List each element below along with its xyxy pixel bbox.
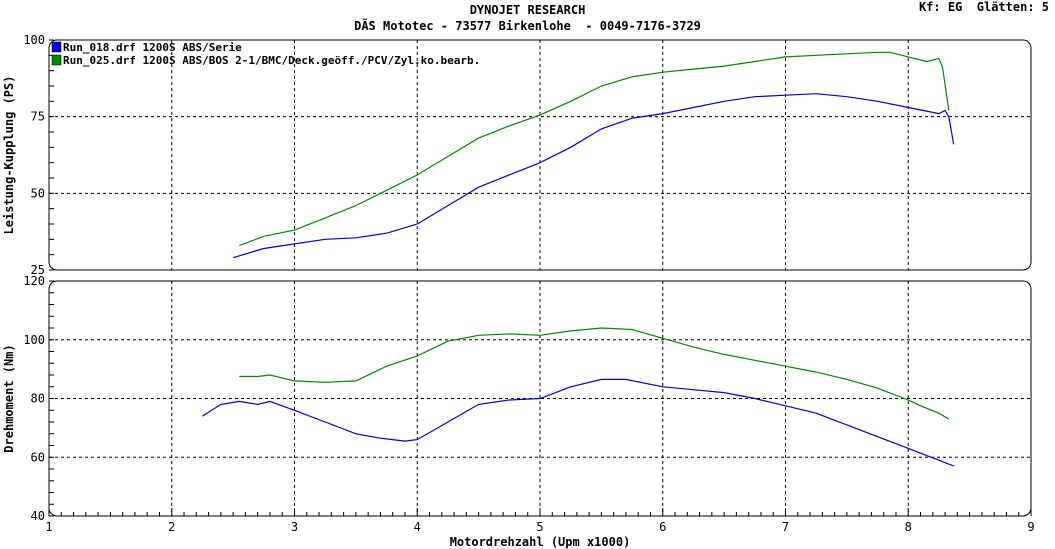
torque-y-tick-label: 40 bbox=[31, 509, 45, 523]
torque-x-axis-label: Motordrehzahl (Upm x1000) bbox=[450, 535, 631, 549]
power-series-1-line bbox=[232, 93, 955, 259]
torque-x-tick-label: 2 bbox=[168, 520, 175, 534]
power-y-tick-label: 25 bbox=[31, 263, 45, 277]
torque-x-tick-label: 3 bbox=[291, 520, 298, 534]
power-y-tick-label: 75 bbox=[31, 110, 45, 124]
torque-series-2-line bbox=[239, 327, 950, 420]
torque-x-tick-label: 5 bbox=[536, 520, 543, 534]
torque-x-tick-label: 9 bbox=[1027, 520, 1034, 534]
power-y-axis-label: Leistung-Kupplung (PS) bbox=[2, 76, 16, 235]
torque-y-tick-label: 120 bbox=[23, 274, 45, 288]
torque-series-1-line bbox=[202, 378, 954, 467]
legend-swatch-1 bbox=[51, 41, 62, 53]
power-y-tick-label: 50 bbox=[31, 186, 45, 200]
torque-x-tick-label: 4 bbox=[414, 520, 421, 534]
legend-label-2: Run_025.drf 1200S ABS/BOS 2-1/BMC/Deck.g… bbox=[63, 54, 480, 67]
torque-x-tick-label: 6 bbox=[659, 520, 666, 534]
chart-title: DYNOJET RESEARCH bbox=[469, 3, 586, 17]
power-y-tick-label: 100 bbox=[23, 33, 45, 47]
torque-y-tick-label: 60 bbox=[31, 450, 45, 464]
power-panel: 25 50 75 100 Leistung-Kupplung (PS) Run_018.d… bbox=[2, 33, 1032, 277]
legend-swatch-2 bbox=[51, 54, 62, 66]
torque-x-tick-label: 8 bbox=[905, 520, 912, 534]
torque-y-axis-label: Drehmoment (Nm) bbox=[2, 344, 16, 452]
torque-x-tick-label: 1 bbox=[45, 520, 52, 534]
legend-label-1: Run_018.drf 1200S ABS/Serie bbox=[63, 41, 242, 54]
torque-panel: 40 60 80 100 120 Drehmoment (Nm) 1 2 3 4 5 6 7 8 9 Moto… bbox=[2, 274, 1035, 549]
torque-x-tick-label: 7 bbox=[782, 520, 789, 534]
smoothing-settings: Kf: EG Glätten: 5 bbox=[918, 0, 1049, 14]
chart-subtitle: DÄS Mototec - 73577 Birkenlohe - 0049-71… bbox=[354, 19, 701, 33]
power-series-2-line bbox=[239, 51, 950, 247]
torque-y-tick-label: 80 bbox=[31, 392, 45, 406]
torque-y-tick-label: 100 bbox=[23, 333, 45, 347]
